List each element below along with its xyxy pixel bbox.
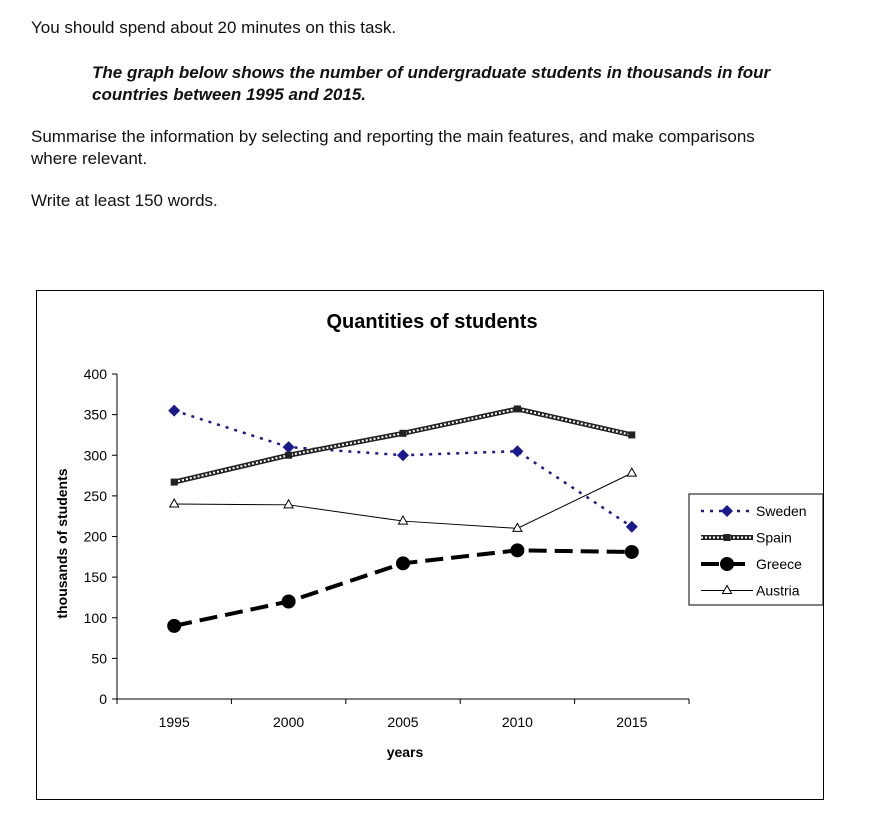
y-tick-label: 300: [84, 447, 108, 463]
y-tick-label: 200: [84, 529, 108, 545]
legend-label: Sweden: [756, 503, 807, 519]
axes: 0 50 100 150 200 250 300 350 400 1995 2000 2005 2010…: [54, 366, 690, 760]
data-point-triangle: [721, 584, 733, 594]
y-tick-label: 0: [99, 691, 107, 707]
data-point-circle: [281, 594, 296, 609]
data-point-square: [285, 451, 293, 459]
data-point-circle: [510, 543, 525, 558]
y-tick-label: 350: [84, 407, 108, 423]
legend-label: Austria: [756, 583, 800, 599]
series-greece: [167, 543, 639, 633]
chart-frame: Quantities of students 0 50 100 150 200 250 30…: [36, 290, 824, 800]
chart-title: Quantities of students: [326, 311, 537, 333]
series-austria: [168, 467, 638, 532]
word-count-instruction: Write at least 150 words.: [31, 191, 218, 210]
data-point-diamond: [168, 404, 181, 417]
legend-item-spain: Spain: [701, 530, 792, 546]
data-point-triangle: [283, 498, 294, 509]
data-point-square: [628, 431, 636, 439]
data-point-diamond: [282, 441, 295, 454]
y-axis-title: thousands of students: [54, 468, 70, 618]
data-point-circle: [720, 557, 734, 571]
data-point-circle: [624, 544, 639, 559]
data-point-diamond: [397, 449, 409, 462]
data-point-diamond: [721, 505, 733, 517]
line-chart: Quantities of students 0 50 100 150 200 250 30…: [54, 311, 823, 760]
legend-label: Spain: [756, 530, 792, 546]
x-tick-label: 2015: [616, 714, 647, 730]
x-axis-title: years: [387, 744, 424, 760]
x-tick-label: 2000: [273, 714, 304, 730]
data-point-triangle: [626, 467, 638, 477]
legend-box: [688, 493, 823, 606]
legend-item-austria: Austria: [701, 583, 800, 599]
data-point-circle: [167, 618, 182, 633]
series-line: [173, 409, 633, 528]
x-tick-label: 2010: [502, 714, 533, 730]
data-point-circle: [396, 556, 410, 571]
series-layer: [167, 404, 639, 633]
legend: Sweden Spain Greece Austria: [688, 493, 823, 606]
data-point-square: [399, 429, 407, 437]
data-point-square: [723, 534, 731, 541]
time-instruction: You should spend about 20 minutes on thi…: [31, 18, 397, 37]
task-prompt: The graph below shows the number of unde…: [92, 63, 771, 104]
x-tick-label: 2005: [387, 714, 418, 730]
series-line-outer: [173, 406, 633, 485]
data-point-square: [170, 478, 178, 486]
data-point-square: [513, 405, 521, 413]
data-point-triangle: [512, 522, 523, 532]
task-instruction: Summarise the information by selecting a…: [31, 127, 755, 168]
y-tick-label: 150: [84, 569, 108, 585]
series-sweden: [168, 404, 638, 533]
y-tick-label: 100: [84, 610, 108, 626]
legend-label: Greece: [756, 556, 802, 572]
legend-item-greece: Greece: [701, 556, 802, 572]
data-point-diamond: [625, 520, 638, 533]
series-spain: [170, 405, 636, 486]
legend-item-sweden: Sweden: [701, 503, 807, 519]
y-tick-label: 400: [84, 366, 108, 382]
y-tick-label: 250: [84, 488, 108, 504]
y-tick-label: 50: [91, 650, 107, 666]
data-point-triangle: [397, 515, 409, 525]
data-point-diamond: [511, 445, 524, 458]
x-tick-label: 1995: [159, 714, 190, 730]
data-point-triangle: [168, 497, 180, 508]
